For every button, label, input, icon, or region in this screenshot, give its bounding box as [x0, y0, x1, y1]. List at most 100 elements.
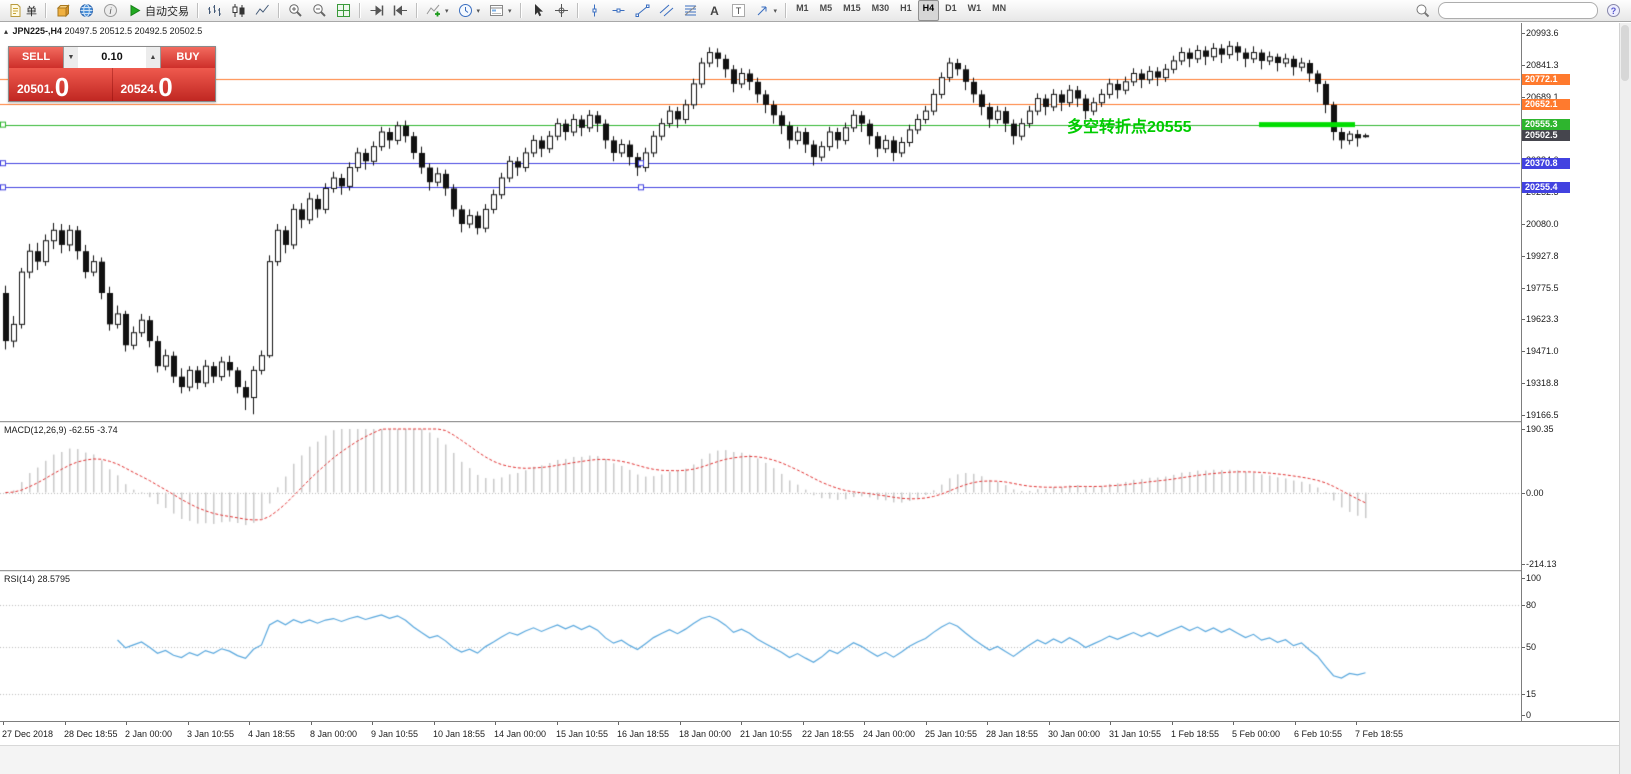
channel-button[interactable]: [655, 0, 678, 22]
lot-size-control: ▼ 0.10 ▲: [63, 47, 161, 68]
cube-icon[interactable]: [51, 0, 74, 22]
sell-price-big-digit: 0: [54, 72, 70, 102]
price-axis-label: 20689.1: [1526, 92, 1559, 102]
timeframe-d1[interactable]: D1: [945, 3, 957, 13]
rsi-canvas[interactable]: [0, 572, 1520, 721]
linechart-icon: [255, 3, 270, 18]
price-badge: 20370.8: [1522, 158, 1570, 169]
trendline-button[interactable]: [631, 0, 654, 22]
price-axis-label: 0.00: [1526, 488, 1544, 498]
search-input[interactable]: [1438, 2, 1598, 19]
axis-tick-mark: [1522, 256, 1525, 257]
time-tick-mark: [495, 722, 496, 725]
timeframe-m1[interactable]: M1: [796, 3, 809, 13]
axis-tick-mark: [1522, 605, 1525, 606]
price-axis-label: 19775.5: [1526, 283, 1559, 293]
tile-windows-button[interactable]: [332, 0, 355, 22]
macd-canvas[interactable]: [0, 423, 1520, 570]
buy-button[interactable]: BUY: [161, 47, 215, 68]
time-axis-label: 3 Jan 10:55: [187, 729, 235, 739]
help-icon[interactable]: ?: [1602, 0, 1625, 22]
cursor-button[interactable]: [526, 0, 549, 22]
new-order-button[interactable]: 单: [4, 0, 41, 22]
chart-line-button[interactable]: [251, 0, 274, 22]
hline-button[interactable]: [607, 0, 630, 22]
label-button[interactable]: T: [727, 0, 750, 22]
zoomout-icon: [312, 3, 327, 18]
axis-tick-mark: [1522, 383, 1525, 384]
toolbar-separator: [197, 3, 199, 18]
timeframe-m15[interactable]: M15: [843, 3, 861, 13]
sell-button[interactable]: SELL: [9, 47, 63, 68]
periods-button[interactable]: ▾: [454, 0, 485, 22]
community-icon[interactable]: [75, 0, 98, 22]
candles-icon: [231, 3, 246, 18]
lot-size-value[interactable]: 0.10: [101, 51, 123, 63]
price-axis-label: 19166.5: [1526, 410, 1559, 420]
time-axis-label: 21 Jan 10:55: [740, 729, 793, 739]
zoom-in-button[interactable]: [284, 0, 307, 22]
buy-price[interactable]: 20524. 0: [111, 68, 216, 101]
toolbar-separator: [359, 3, 361, 18]
zoom-out-button[interactable]: [308, 0, 331, 22]
price-axis-label: 20080.0: [1526, 219, 1559, 229]
toolbar-separator: [45, 3, 47, 18]
panel-splitter[interactable]: [0, 421, 1631, 423]
time-axis[interactable]: 27 Dec 2018 28 Dec 18:55 2 Jan 00:00 3 Jan …: [0, 721, 1631, 745]
price-badge: 20772.1: [1522, 74, 1570, 85]
fibo-icon: [683, 3, 698, 18]
toolbar-separator: [785, 3, 788, 18]
timeframe-m5[interactable]: M5: [819, 3, 833, 13]
panel-splitter[interactable]: [0, 570, 1631, 572]
price-chart-canvas[interactable]: [0, 23, 1520, 421]
scrollbar-thumb[interactable]: [1621, 25, 1629, 81]
price-axis-label: 0: [1526, 710, 1532, 720]
shapes-button[interactable]: ▾: [751, 0, 782, 22]
window-bottom-strip: [0, 745, 1631, 774]
lot-dropdown-button[interactable]: ▼: [64, 47, 78, 68]
indicators-icon: [426, 3, 441, 18]
indicators-button[interactable]: ▾: [422, 0, 453, 22]
price-axis[interactable]: 20993.620841.320689.120536.820384.620232…: [1521, 23, 1621, 721]
chevron-down-icon: ▾: [773, 7, 778, 15]
vertical-scrollbar[interactable]: [1619, 23, 1631, 774]
time-axis-label: 10 Jan 18:55: [433, 729, 486, 739]
chart-bars-button[interactable]: [203, 0, 226, 22]
time-tick-mark: [65, 722, 66, 725]
timeframe-h1[interactable]: H1: [900, 3, 912, 13]
text-button[interactable]: A: [703, 0, 726, 22]
timeframe-h4[interactable]: H4: [917, 0, 940, 21]
autotrading-button[interactable]: 自动交易: [123, 0, 193, 22]
time-tick-mark: [1110, 722, 1111, 725]
toolbar-separator: [278, 3, 280, 18]
axis-tick-mark: [1522, 415, 1525, 416]
rsi-header: RSI(14) 28.5795: [4, 574, 70, 584]
info-icon[interactable]: i: [99, 0, 122, 22]
time-tick-mark: [803, 722, 804, 725]
time-tick-mark: [618, 722, 619, 725]
macd-signal-value: -3.74: [97, 425, 118, 435]
search-icon[interactable]: [1411, 0, 1434, 22]
time-tick-mark: [987, 722, 988, 725]
chart-ohlc-values: 20497.5 20512.5 20492.5 20502.5: [64, 26, 203, 36]
sell-price[interactable]: 20501. 0: [9, 68, 112, 101]
lot-increase-button[interactable]: ▲: [146, 47, 160, 68]
annotation-text[interactable]: 多空转折点20555: [1067, 118, 1192, 136]
chart-shift-button[interactable]: [389, 0, 412, 22]
svg-text:i: i: [110, 6, 113, 16]
axis-tick-mark: [1522, 33, 1525, 34]
crosshair-button[interactable]: [550, 0, 573, 22]
timeframe-m30[interactable]: M30: [871, 3, 890, 13]
time-axis-label: 24 Jan 00:00: [863, 729, 916, 739]
timeframe-mn[interactable]: MN: [992, 3, 1007, 13]
toolbar-separator: [576, 3, 579, 18]
templates-button[interactable]: ▾: [485, 0, 516, 22]
autoscroll-button[interactable]: [365, 0, 388, 22]
timeframe-w1[interactable]: W1: [967, 3, 982, 13]
vline-button[interactable]: [583, 0, 606, 22]
channel-icon: [659, 3, 674, 18]
chart-candles-button[interactable]: [227, 0, 250, 22]
fibonacci-button[interactable]: [679, 0, 702, 22]
chevron-down-icon: ▾: [508, 7, 512, 15]
autotrading-button-label: 自动交易: [145, 5, 189, 18]
